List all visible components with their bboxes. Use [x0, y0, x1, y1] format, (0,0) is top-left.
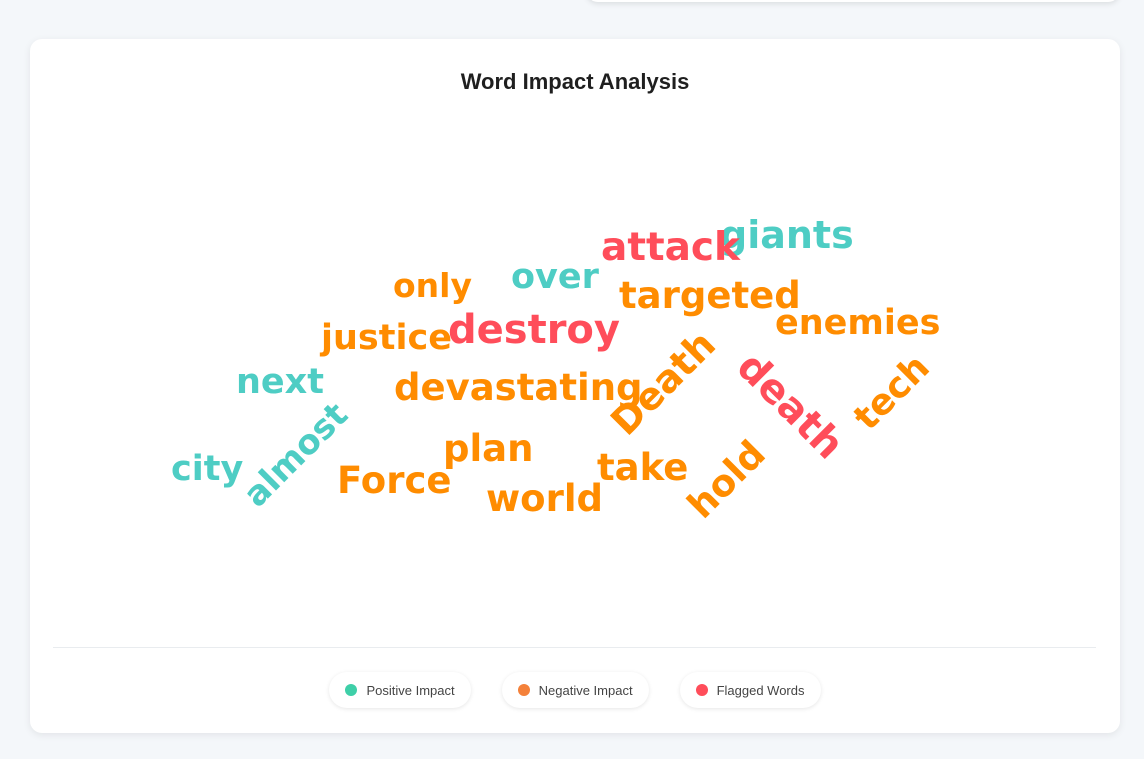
- legend-flagged-label: Flagged Words: [716, 682, 805, 698]
- word-world[interactable]: world: [486, 477, 604, 520]
- word-destroy[interactable]: destroy: [448, 307, 620, 353]
- legend-positive[interactable]: Positive Impact: [329, 672, 471, 708]
- legend-divider: [53, 647, 1096, 648]
- word-Force[interactable]: Force: [337, 459, 452, 502]
- word-justice[interactable]: justice: [321, 318, 452, 358]
- word-only[interactable]: only: [393, 266, 472, 305]
- word-plan[interactable]: plan: [443, 427, 534, 470]
- word-next[interactable]: next: [236, 362, 324, 402]
- word-targeted[interactable]: targeted: [619, 274, 801, 317]
- positive-dot-icon: [345, 684, 358, 696]
- word-impact-card: Word Impact Analysis giants attack only …: [30, 39, 1120, 733]
- word-hold[interactable]: hold: [679, 432, 774, 527]
- word-take[interactable]: take: [597, 446, 689, 489]
- word-attack[interactable]: attack: [601, 225, 740, 270]
- legend-positive-label: Positive Impact: [366, 682, 455, 698]
- word-enemies[interactable]: enemies: [775, 303, 941, 343]
- legend-negative[interactable]: Negative Impact: [501, 672, 649, 708]
- word-over[interactable]: over: [511, 257, 599, 297]
- top-card: [586, 0, 1120, 2]
- word-devastating[interactable]: devastating: [394, 366, 643, 409]
- negative-dot-icon: [517, 684, 530, 696]
- word-giants[interactable]: giants: [720, 213, 854, 257]
- word-city[interactable]: city: [171, 449, 244, 489]
- legend: Positive Impact Negative Impact Flagged …: [30, 672, 1120, 708]
- legend-negative-label: Negative Impact: [538, 682, 633, 698]
- legend-flagged[interactable]: Flagged Words: [679, 672, 821, 708]
- card-title: Word Impact Analysis: [460, 69, 690, 94]
- flagged-dot-icon: [695, 684, 708, 696]
- word-tech[interactable]: tech: [846, 346, 938, 439]
- word-cloud: giants attack only over targeted justice…: [30, 39, 1120, 639]
